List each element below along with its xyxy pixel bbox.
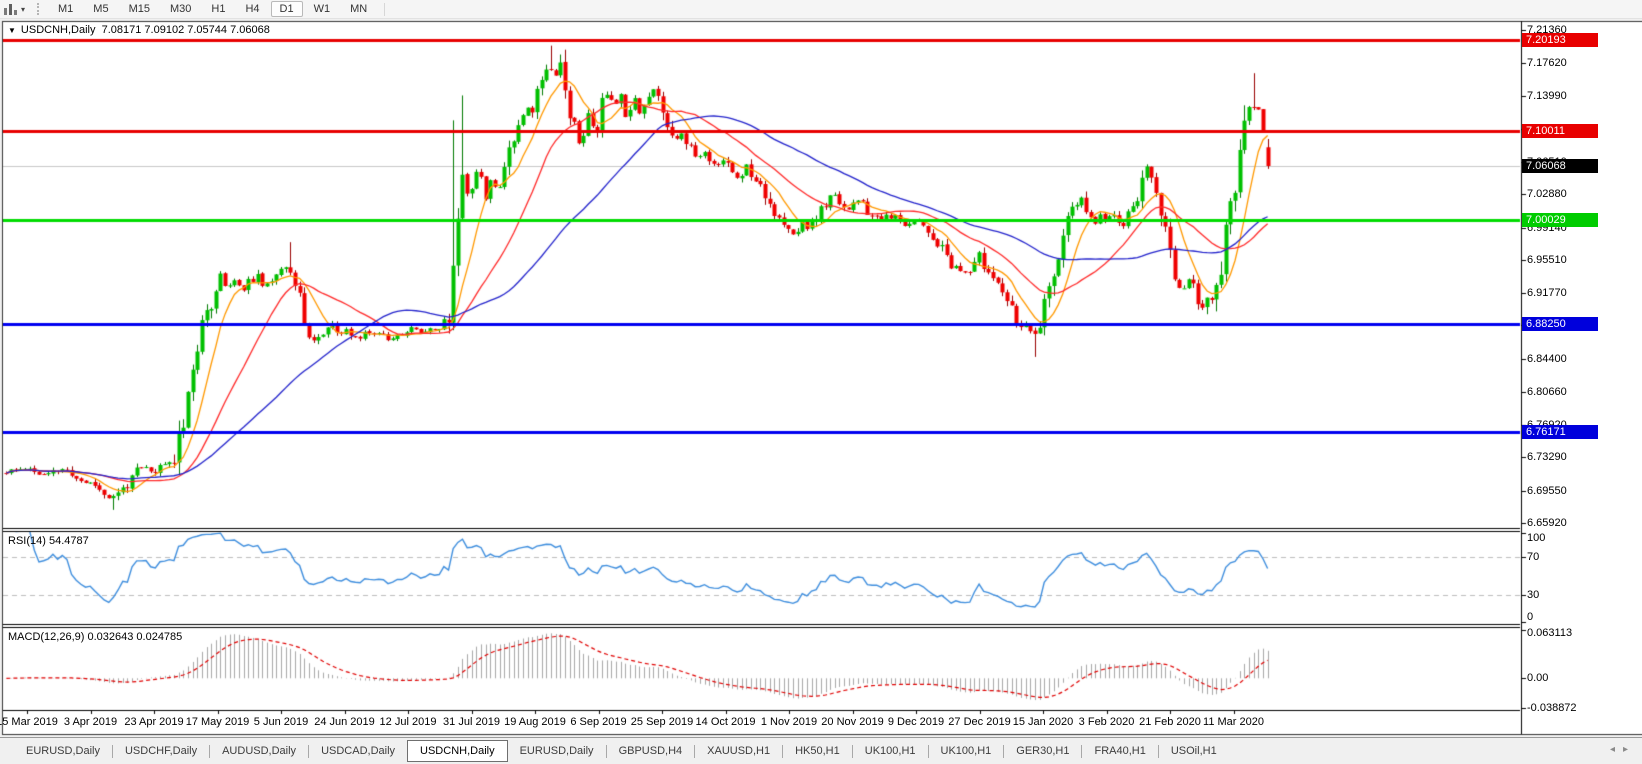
- chart-tab-usdchf-daily[interactable]: USDCHF,Daily: [124, 745, 198, 757]
- rsi-indicator-label: RSI(14) 54.4787: [8, 535, 89, 547]
- price-badge-support: 6.76171: [1522, 425, 1598, 439]
- date-tick-label: 27 Dec 2019: [948, 716, 1011, 728]
- price-badge-resistance: 7.10011: [1522, 124, 1598, 138]
- chart-tab-uk100-h1[interactable]: UK100,H1: [940, 745, 992, 757]
- date-tick-label: 3 Apr 2019: [63, 716, 118, 728]
- chart-tab-uk100-h1[interactable]: UK100,H1: [864, 745, 916, 757]
- chart-tab-hk50-h1[interactable]: HK50,H1: [795, 745, 840, 757]
- chart-title-ohlc: 7.08171 7.09102 7.05744 7.06068: [101, 24, 270, 36]
- tab-separator: [308, 744, 310, 758]
- date-tick-label: 3 Feb 2020: [1078, 716, 1135, 728]
- rsi-tick-label: 30: [1527, 588, 1540, 601]
- date-tick-label: 15 Jan 2020: [1012, 716, 1074, 728]
- date-tick-label: 6 Sep 2019: [570, 716, 627, 728]
- chart-tab-ger30-h1[interactable]: GER30,H1: [1016, 745, 1070, 757]
- tab-separator: [1003, 744, 1005, 758]
- date-tick-label: 9 Dec 2019: [887, 716, 945, 728]
- date-tick-label: 24 Jun 2019: [314, 716, 375, 728]
- price-tick-label: 6.95510: [1527, 253, 1567, 266]
- tab-scroll-arrows: ◂▸: [1610, 744, 1636, 755]
- macd-tick-label: 0.00: [1527, 672, 1549, 685]
- macd-indicator-label: MACD(12,26,9) 0.032643 0.024785: [8, 631, 183, 643]
- price-badge-support: 6.88250: [1522, 317, 1598, 331]
- price-tick-label: 6.73290: [1527, 451, 1567, 464]
- timeframe-button-m1[interactable]: M1: [58, 3, 74, 15]
- date-tick-label: 1 Nov 2019: [760, 716, 818, 728]
- chart-tab-bar: EURUSD,Daily USDCHF,Daily AUDUSD,Daily USDC…: [0, 737, 1642, 764]
- date-tick-label: 14 Oct 2019: [695, 716, 756, 728]
- date-tick-label: 5 Jun 2019: [253, 716, 309, 728]
- tab-separator: [111, 744, 113, 758]
- price-badge-resistance: 7.20193: [1522, 33, 1598, 47]
- macd-tick-label: 0.063113: [1527, 627, 1573, 639]
- tab-separator: [1081, 744, 1083, 758]
- date-tick-label: 23 Apr 2019: [124, 716, 184, 728]
- date-tick-label: 31 Jul 2019: [443, 716, 500, 728]
- chart-tab-audusd-daily[interactable]: AUDUSD,Daily: [222, 745, 297, 757]
- chart-tab-usdcad-daily[interactable]: USDCAD,Daily: [321, 745, 396, 757]
- timeframe-button-m5[interactable]: M5: [93, 3, 109, 15]
- price-badge-support: 7.00029: [1522, 213, 1598, 227]
- timeframe-button-w1[interactable]: W1: [313, 3, 331, 15]
- timeframe-button-d1[interactable]: D1: [270, 1, 303, 17]
- macd-tick-label: -0.038872: [1527, 702, 1577, 714]
- chart-tab-gbpusd-h4[interactable]: GBPUSD,H4: [618, 745, 683, 757]
- date-tick-label: 12 Jul 2019: [379, 716, 437, 728]
- chart-tab-eurusd-daily[interactable]: EURUSD,Daily: [519, 745, 594, 757]
- timeframe-button-mn[interactable]: MN: [350, 3, 368, 15]
- chart-tab-fra40-h1[interactable]: FRA40,H1: [1094, 745, 1146, 757]
- date-tick-label: 11 Mar 2020: [1203, 716, 1264, 728]
- chart-menu-icon: ▼: [8, 26, 16, 35]
- date-tick-label: 20 Nov 2019: [821, 716, 884, 728]
- rsi-tick-label: 100: [1527, 532, 1546, 544]
- price-tick-label: 6.91770: [1527, 287, 1567, 300]
- date-tick-label: 17 May 2019: [185, 716, 250, 728]
- timeframe-buttons: M1 M5 M15 M30 H1 H4 D1 W1 MN: [48, 1, 377, 17]
- timeframe-button-m15[interactable]: M15: [128, 3, 150, 15]
- timeframe-button-h1[interactable]: H1: [211, 3, 226, 15]
- tab-separator: [927, 744, 929, 758]
- tab-separator: [694, 744, 696, 758]
- date-tick-label: 19 Aug 2019: [504, 716, 566, 728]
- chart-type-icon[interactable]: [3, 3, 19, 15]
- chart-title-symbol: USDCNH,Daily: [20, 24, 96, 36]
- price-tick-label: 6.84400: [1527, 352, 1567, 365]
- tab-scroll-right-icon[interactable]: ▸: [1622, 744, 1636, 755]
- tab-separator: [851, 744, 853, 758]
- date-tick-label: 25 Sep 2019: [630, 716, 694, 728]
- chart-tab-xauusd-h1[interactable]: XAUUSD,H1: [707, 745, 771, 757]
- timeframe-button-m30[interactable]: M30: [169, 3, 192, 15]
- price-tick-label: 6.69550: [1527, 484, 1567, 497]
- timeframe-button-h4[interactable]: H4: [245, 3, 260, 15]
- tab-separator: [1157, 744, 1159, 758]
- chart-title: ▼ USDCNH,Daily 7.08171 7.09102 7.05744 7.…: [8, 24, 270, 36]
- timeframe-toolbar: ▾ M1 M5 M15 M30 H1 H4 D1 W1 MN: [0, 0, 1642, 19]
- date-tick-label: 15 Mar 2019: [0, 716, 58, 728]
- date-tick-label: 21 Feb 2020: [1139, 716, 1201, 728]
- price-tick-label: 6.65920: [1527, 517, 1567, 529]
- rsi-tick-label: 0: [1527, 611, 1534, 623]
- chevron-down-icon[interactable]: ▾: [21, 4, 26, 14]
- tab-separator: [209, 744, 211, 758]
- tab-separator: [782, 744, 784, 758]
- price-tick-label: 6.80660: [1527, 385, 1567, 398]
- tab-separator: [605, 744, 607, 758]
- chart-tab-usdcnh-daily[interactable]: USDCNH,Daily: [407, 740, 508, 762]
- rsi-tick-label: 70: [1527, 551, 1540, 564]
- chart-tab-usoil-h1[interactable]: USOil,H1: [1170, 745, 1217, 757]
- toolbar-grip[interactable]: [37, 3, 42, 15]
- price-badge-current-price: 7.06068: [1522, 159, 1598, 173]
- price-tick-label: 7.17620: [1527, 57, 1567, 70]
- tab-scroll-left-icon[interactable]: ◂: [1609, 744, 1623, 755]
- price-tick-label: 7.02880: [1527, 188, 1567, 201]
- chart-tab-eurusd-daily[interactable]: EURUSD,Daily: [26, 745, 100, 757]
- price-tick-label: 7.13990: [1527, 89, 1567, 102]
- toolbar-separator: [384, 2, 386, 16]
